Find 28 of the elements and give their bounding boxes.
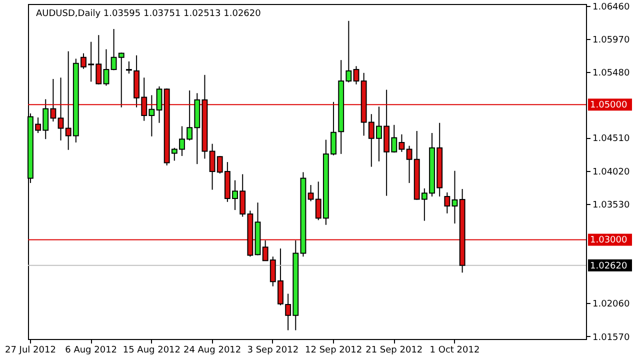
ref-line-label: 1.02620 (590, 261, 628, 272)
x-tick-label: 21 Sep 2012 (366, 346, 423, 356)
candlestick (444, 192, 450, 214)
text: AUDUSD,Daily 1.03595 1.03751 1.02513 1.02620 (36, 9, 262, 19)
x-tick-label: 6 Aug 2012 (65, 346, 118, 356)
candlestick (156, 86, 162, 124)
x-tick-label: 15 Aug 2012 (122, 346, 181, 356)
x-tick-label: 3 Sep 2012 (247, 346, 299, 356)
y-tick-label: 1.05480 (592, 68, 630, 79)
y-tick-label: 1.02060 (592, 300, 630, 310)
candlestick (452, 170, 458, 224)
x-tick-label: 27 Jul 2012 (4, 346, 56, 356)
y-tick-label: 1.04020 (592, 167, 630, 178)
y-tick-label: 1.05970 (592, 36, 630, 46)
y-tick-label: 1.06460 (592, 2, 630, 13)
y-tick-label: 1.03530 (592, 200, 630, 210)
candlestick (406, 145, 412, 184)
candlestick (126, 60, 132, 74)
y-tick-label: 1.01570 (592, 332, 630, 343)
ref-line-label: 1.03000 (590, 236, 628, 246)
ref-line-label: 1.05000 (590, 100, 628, 111)
candlestick (353, 66, 360, 85)
candlestick (103, 48, 110, 86)
x-tick-label: 12 Sep 2012 (304, 346, 362, 356)
x-tick-label: 1 Oct 2012 (430, 346, 480, 356)
candlestick (58, 77, 64, 141)
y-tick-label: 1.04510 (592, 134, 630, 144)
x-tick-label: 24 Aug 2012 (183, 346, 242, 356)
